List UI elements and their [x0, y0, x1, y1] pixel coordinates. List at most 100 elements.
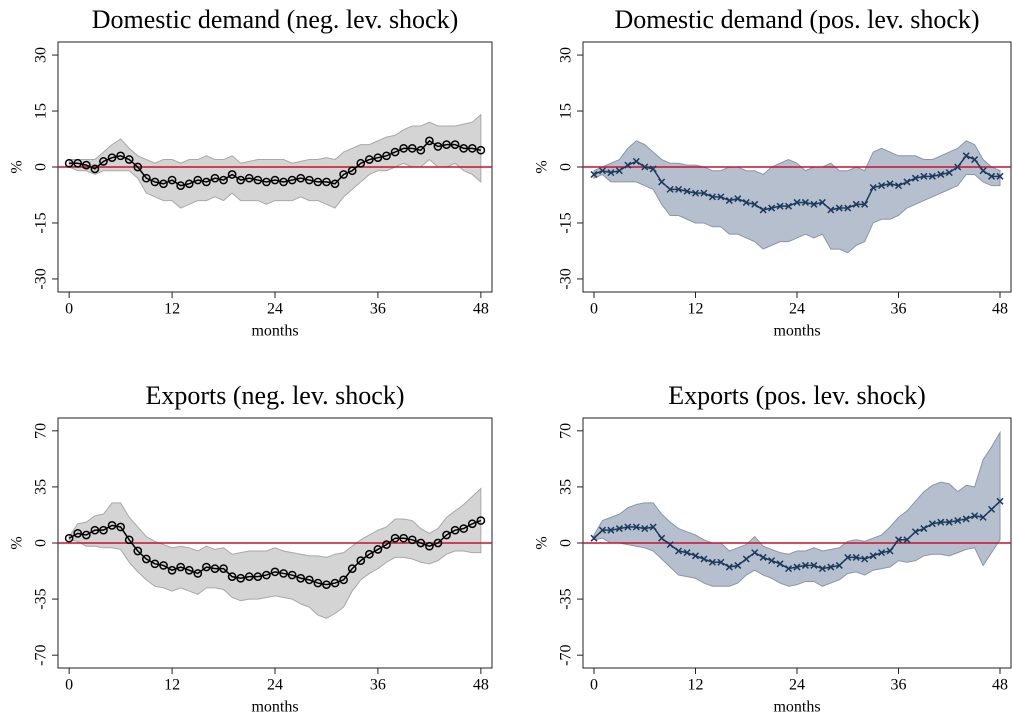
- marker: [364, 155, 374, 164]
- panel-title: Exports (neg. lev. shock): [146, 381, 405, 410]
- marker: [347, 166, 357, 176]
- marker: [869, 552, 877, 560]
- marker: [624, 161, 632, 169]
- series-line: [69, 139, 482, 187]
- marker: [236, 573, 246, 583]
- marker: [717, 193, 725, 201]
- marker: [407, 143, 417, 153]
- marker: [700, 555, 708, 563]
- marker: [903, 536, 911, 544]
- marker: [270, 567, 280, 577]
- marker: [742, 555, 750, 563]
- y-tick-label: -30: [33, 268, 50, 289]
- marker: [399, 143, 409, 153]
- marker: [433, 538, 443, 548]
- marker: [962, 152, 970, 160]
- y-tick-label: -15: [558, 212, 575, 233]
- marker: [219, 564, 228, 573]
- marker: [776, 560, 784, 568]
- marker: [253, 175, 263, 185]
- marker: [861, 200, 869, 208]
- marker: [202, 177, 211, 187]
- marker: [64, 533, 74, 543]
- marker: [244, 173, 254, 183]
- marker: [928, 172, 936, 180]
- marker: [810, 561, 818, 569]
- x-axis-label: months: [773, 323, 820, 340]
- marker: [450, 140, 460, 149]
- marker: [675, 185, 683, 193]
- marker: [607, 526, 615, 534]
- marker: [590, 534, 598, 542]
- marker: [988, 172, 996, 180]
- marker: [920, 525, 928, 533]
- marker: [416, 538, 426, 548]
- marker: [937, 170, 945, 178]
- y-tick-label: 15: [558, 103, 575, 119]
- marker: [827, 206, 835, 214]
- x-tick-label: 12: [164, 301, 180, 318]
- marker: [768, 204, 776, 212]
- x-tick-label: 24: [789, 677, 805, 694]
- panel-title: Domestic demand (pos. lev. shock): [614, 5, 979, 34]
- y-tick-label: 35: [33, 479, 50, 495]
- marker: [270, 175, 280, 185]
- marker: [861, 555, 869, 563]
- marker: [615, 167, 623, 175]
- marker: [442, 140, 451, 149]
- marker: [227, 170, 237, 179]
- marker: [390, 533, 400, 543]
- y-tick-label: 0: [558, 539, 575, 547]
- x-tick-label: 0: [590, 677, 598, 694]
- marker: [322, 177, 331, 187]
- marker: [945, 518, 953, 526]
- marker: [878, 549, 886, 557]
- marker: [590, 170, 598, 178]
- marker: [937, 518, 945, 526]
- marker: [107, 521, 117, 530]
- marker: [416, 145, 426, 155]
- marker: [734, 195, 742, 203]
- marker: [124, 155, 134, 164]
- y-tick-label: -30: [558, 268, 575, 289]
- y-tick-label: 30: [33, 47, 50, 63]
- marker: [347, 564, 357, 573]
- marker: [632, 523, 640, 531]
- marker: [407, 535, 417, 545]
- marker: [236, 175, 246, 185]
- x-tick-label: 48: [473, 301, 489, 318]
- marker: [433, 142, 443, 151]
- marker: [356, 556, 366, 565]
- marker: [116, 151, 125, 161]
- marker: [725, 197, 733, 205]
- confidence-band: [68, 113, 482, 209]
- marker: [287, 570, 297, 580]
- marker: [624, 523, 632, 531]
- marker: [742, 198, 750, 206]
- marker: [759, 553, 767, 561]
- marker: [818, 198, 826, 206]
- marker: [869, 183, 877, 192]
- x-tick-label: 48: [473, 677, 489, 694]
- marker: [598, 167, 606, 175]
- marker: [202, 562, 211, 572]
- marker: [641, 525, 649, 533]
- marker: [467, 143, 477, 153]
- marker: [785, 565, 793, 573]
- marker: [313, 578, 323, 588]
- y-tick-label: 35: [558, 479, 575, 495]
- marker: [683, 549, 691, 557]
- marker: [253, 572, 263, 582]
- marker: [279, 569, 288, 578]
- marker: [810, 200, 818, 208]
- y-tick-label: 70: [33, 423, 50, 439]
- marker: [425, 136, 434, 146]
- marker: [73, 529, 83, 538]
- marker: [330, 578, 340, 588]
- marker: [159, 561, 168, 570]
- marker: [313, 177, 323, 187]
- marker: [971, 156, 979, 164]
- x-axis-label: months: [773, 699, 820, 715]
- x-axis-label: months: [251, 323, 298, 340]
